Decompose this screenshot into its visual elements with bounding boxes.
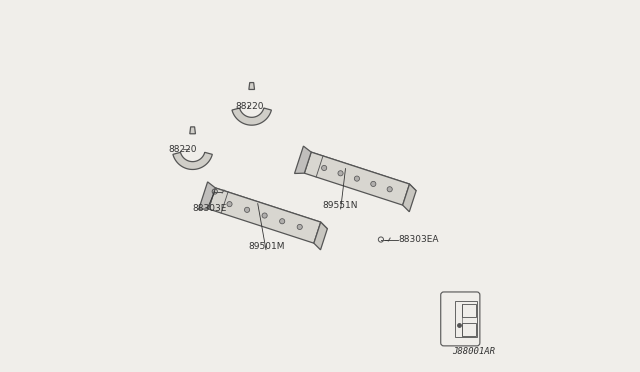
Circle shape [387, 187, 392, 192]
Polygon shape [311, 152, 416, 191]
Circle shape [280, 219, 285, 224]
Polygon shape [173, 152, 212, 170]
Text: 89551N: 89551N [323, 201, 358, 210]
Polygon shape [198, 182, 216, 209]
Polygon shape [294, 146, 311, 173]
Polygon shape [190, 127, 195, 134]
Circle shape [355, 176, 360, 181]
Circle shape [262, 213, 268, 218]
Text: 88303E: 88303E [193, 203, 227, 213]
Circle shape [227, 202, 232, 207]
Polygon shape [305, 152, 410, 205]
Polygon shape [216, 188, 327, 229]
Text: 88303EA: 88303EA [399, 235, 439, 244]
Circle shape [321, 166, 327, 170]
Polygon shape [314, 222, 327, 250]
Text: 89501M: 89501M [248, 241, 285, 251]
Polygon shape [232, 108, 271, 125]
Polygon shape [249, 83, 255, 90]
Circle shape [371, 182, 376, 186]
Bar [462, 304, 476, 317]
Text: J88001AR: J88001AR [452, 347, 495, 356]
Polygon shape [209, 188, 321, 243]
Text: 88220: 88220 [235, 102, 264, 111]
Bar [462, 323, 476, 336]
Polygon shape [403, 184, 416, 212]
Text: 88220: 88220 [168, 145, 197, 154]
Circle shape [297, 224, 302, 230]
Bar [455, 301, 477, 337]
Circle shape [338, 171, 343, 176]
Circle shape [244, 207, 250, 212]
